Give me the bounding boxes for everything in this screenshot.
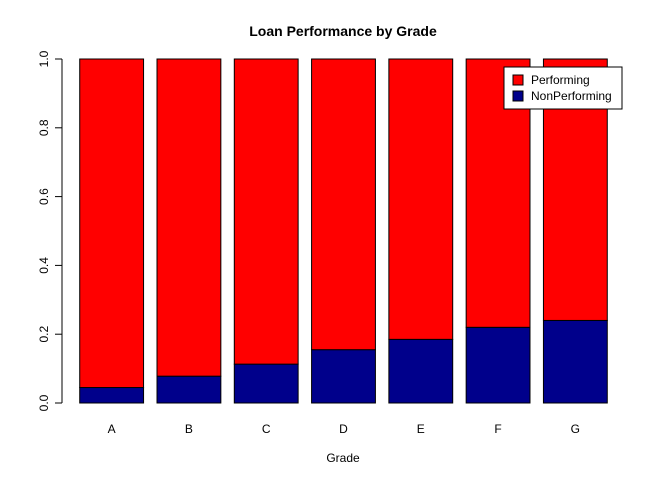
bar-performing-e xyxy=(388,58,454,340)
y-tick-label: 0.4 xyxy=(37,257,51,274)
x-tick-label: B xyxy=(185,422,193,436)
y-axis: 0.0 0.2 0.4 0.6 0.8 1.0 xyxy=(37,50,63,411)
bar-performing-d xyxy=(311,58,376,351)
y-tick-label: 0.0 xyxy=(37,394,51,411)
x-tick-label: A xyxy=(108,422,116,436)
legend-label: NonPerforming xyxy=(531,89,612,103)
bar-performing-c xyxy=(233,58,299,365)
legend-swatch xyxy=(512,74,524,86)
legend-swatch xyxy=(512,90,524,102)
bar-nonperforming-e xyxy=(388,338,454,404)
bar-performing-a xyxy=(79,58,145,389)
y-tick-label: 0.8 xyxy=(37,119,51,136)
legend: Performing NonPerforming xyxy=(503,66,623,110)
x-tick-label: D xyxy=(339,422,348,436)
x-tick-label: E xyxy=(417,422,425,436)
bars xyxy=(79,58,608,404)
bar-nonperforming-b xyxy=(156,375,222,404)
bar-nonperforming-d xyxy=(311,349,376,404)
bar-nonperforming-f xyxy=(465,326,531,404)
x-axis-label: Grade xyxy=(326,451,360,465)
bar-nonperforming-g xyxy=(542,319,608,404)
legend-box xyxy=(503,66,623,110)
y-tick-label: 0.6 xyxy=(37,188,51,205)
y-tick-label: 0.2 xyxy=(37,326,51,343)
x-tick-label: F xyxy=(494,422,501,436)
x-tick-label: C xyxy=(262,422,271,436)
x-tick-labels: A B C D E F G xyxy=(108,422,580,436)
x-tick-label: G xyxy=(571,422,580,436)
legend-label: Performing xyxy=(531,73,590,87)
chart-title: Loan Performance by Grade xyxy=(249,23,437,39)
bar-nonperforming-a xyxy=(79,387,145,404)
bar-performing-b xyxy=(156,58,222,377)
y-tick-label: 1.0 xyxy=(37,50,51,67)
bar-nonperforming-c xyxy=(233,363,299,404)
